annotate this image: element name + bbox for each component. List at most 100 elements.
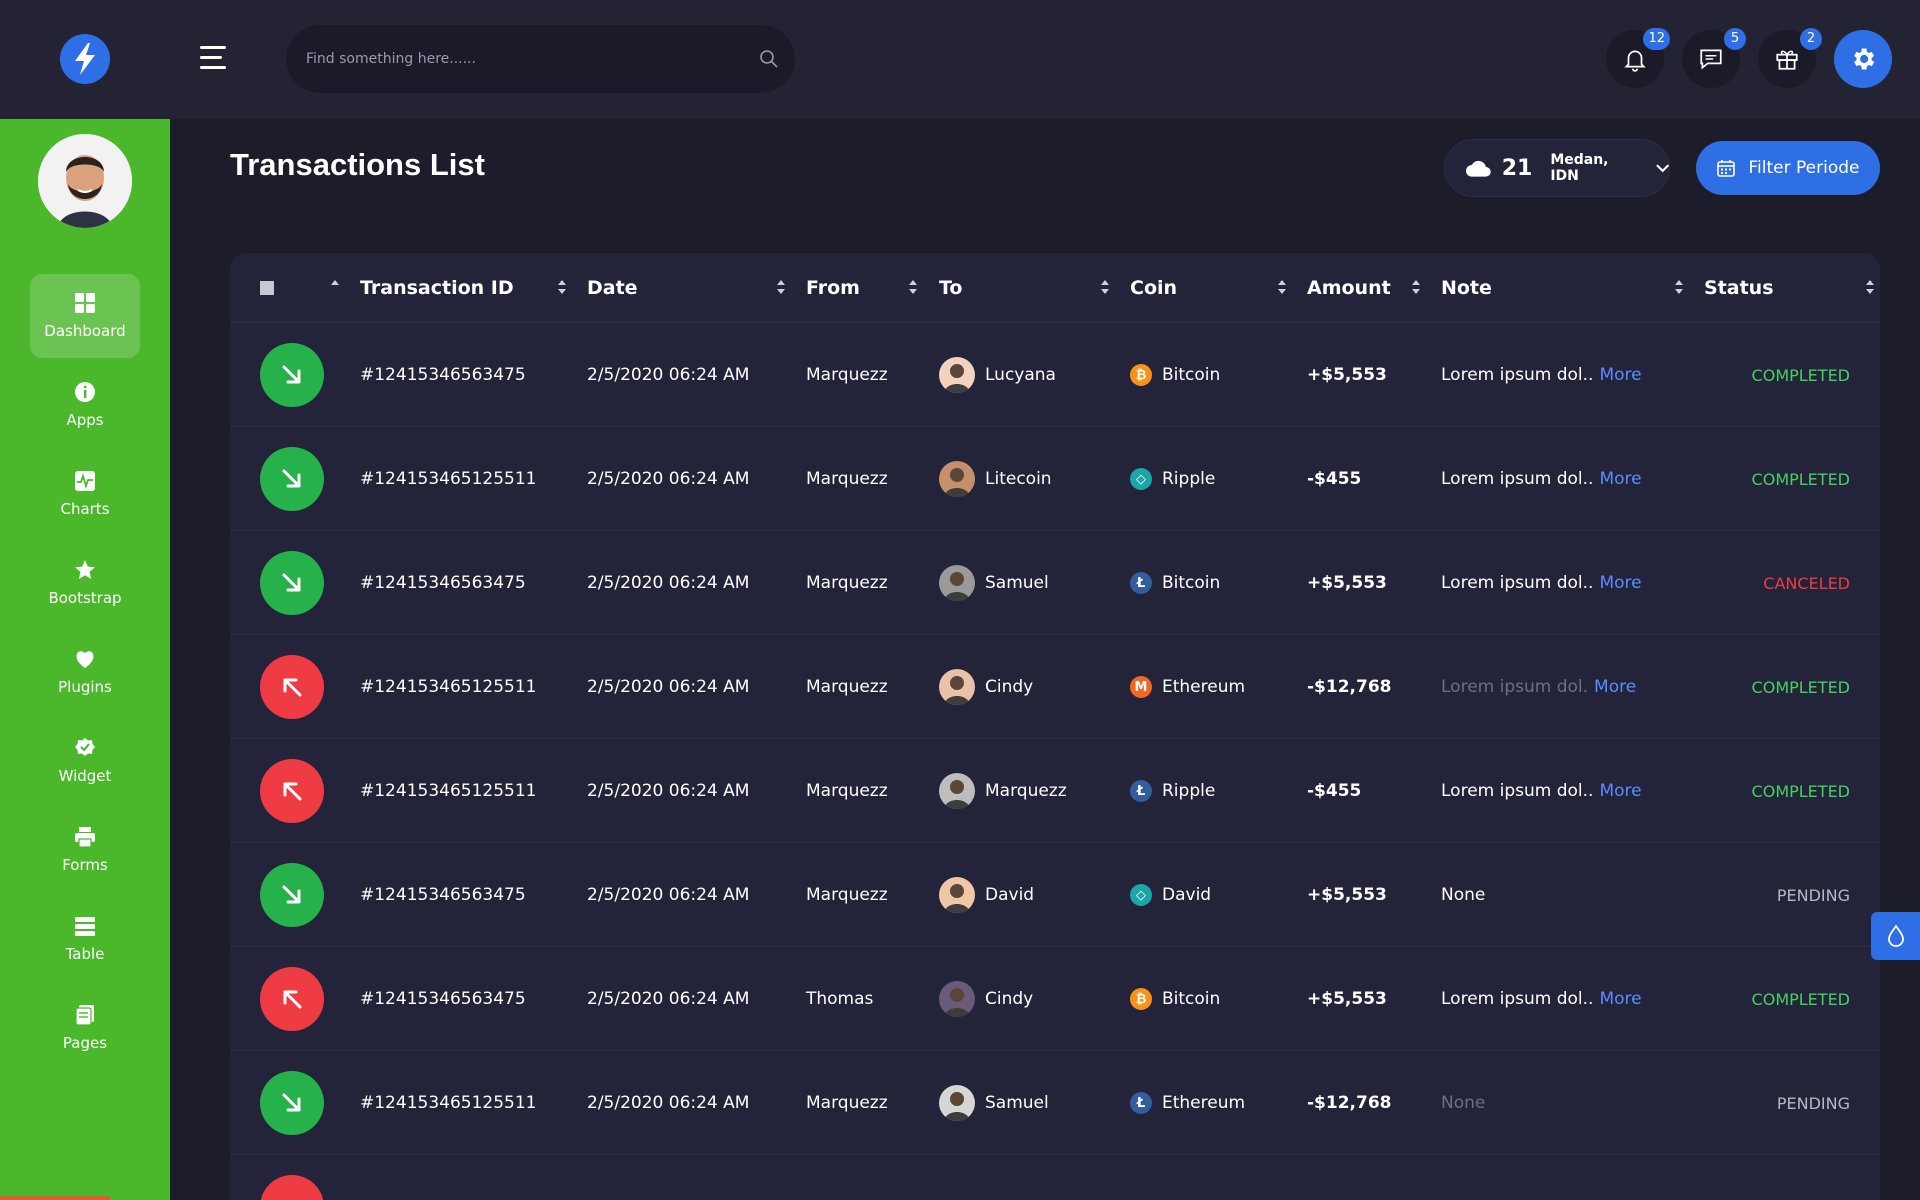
- settings-button[interactable]: [1834, 30, 1892, 88]
- notifications-button[interactable]: 12: [1606, 28, 1670, 88]
- transaction-to: Cindy: [939, 947, 1033, 1051]
- note-text: Lorem ipsum dol..: [1441, 573, 1594, 593]
- coin-icon: ◇: [1130, 884, 1152, 906]
- coin-icon: ₿: [1130, 364, 1152, 386]
- column-header-note[interactable]: Note: [1441, 277, 1492, 299]
- transaction-id: #124153465125511: [360, 1093, 537, 1113]
- sort-icon[interactable]: [908, 278, 918, 296]
- column-header-status[interactable]: Status: [1704, 277, 1774, 299]
- sidebar-item-label: Dashboard: [44, 322, 126, 340]
- user-avatar[interactable]: [38, 134, 132, 228]
- column-header-to[interactable]: To: [939, 277, 963, 299]
- note-more-link[interactable]: More: [1599, 781, 1642, 801]
- note-text: Lorem ipsum dol..: [1441, 781, 1594, 801]
- gifts-button[interactable]: 2: [1758, 28, 1822, 88]
- transaction-coin: Ł Ethereum: [1130, 1051, 1245, 1155]
- table-row[interactable]: #124153465125511 2/5/2020 06:24 AM Marquez…: [230, 1051, 1880, 1155]
- coin-icon: Ł: [1130, 1092, 1152, 1114]
- note-more-link[interactable]: More: [1599, 365, 1642, 385]
- gear-icon: [1854, 48, 1875, 70]
- table-row-partial[interactable]: [230, 1155, 1880, 1200]
- incoming-arrow-icon: [260, 343, 324, 407]
- note-more-link[interactable]: More: [1594, 677, 1637, 697]
- sidebar-item-label: Table: [65, 945, 105, 963]
- transaction-amount: +$5,553: [1307, 365, 1387, 385]
- transaction-from: Marquezz: [806, 885, 888, 905]
- column-header-coin[interactable]: Coin: [1130, 277, 1178, 299]
- select-all-checkbox[interactable]: [260, 281, 274, 295]
- sidebar-item-forms[interactable]: Forms: [30, 808, 140, 892]
- sidebar-item-dashboard[interactable]: Dashboard: [30, 274, 140, 358]
- printer-icon: [75, 827, 95, 848]
- transaction-note: Lorem ipsum dol.. More: [1441, 427, 1642, 531]
- coin-name: Ethereum: [1162, 1093, 1246, 1113]
- sort-icon[interactable]: [1277, 278, 1287, 296]
- transaction-note: None: [1441, 843, 1485, 947]
- transaction-to: Marquezz: [939, 739, 1067, 843]
- sidebar-item-pages[interactable]: Pages: [30, 986, 140, 1070]
- transaction-note: Lorem ipsum dol. More: [1441, 635, 1636, 739]
- sidebar-item-table[interactable]: Table: [30, 897, 140, 981]
- column-header-transaction-id[interactable]: Transaction ID: [360, 277, 514, 299]
- transaction-id: #12415346563475: [360, 365, 526, 385]
- sidebar-item-widget[interactable]: Widget: [30, 719, 140, 803]
- weather-location-dropdown[interactable]: 21 Medan, IDN: [1444, 139, 1670, 197]
- recipient-avatar: [939, 981, 975, 1017]
- chevron-down-icon: [1655, 164, 1669, 173]
- transaction-coin: M Ethereum: [1130, 635, 1245, 739]
- table-row[interactable]: #124153465125511 2/5/2020 06:24 AM Marquez…: [230, 427, 1880, 531]
- note-more-link[interactable]: More: [1599, 573, 1642, 593]
- messages-button[interactable]: 5: [1682, 28, 1746, 88]
- search-icon[interactable]: [759, 49, 779, 69]
- theme-color-button[interactable]: [1871, 912, 1920, 960]
- sort-icon[interactable]: [776, 278, 786, 296]
- transaction-from: Marquezz: [806, 677, 888, 697]
- transaction-id: #124153465125511: [360, 469, 537, 489]
- menu-toggle-button[interactable]: [200, 46, 230, 74]
- transaction-from: Marquezz: [806, 469, 888, 489]
- sidebar-item-label: Forms: [62, 856, 108, 874]
- note-text: None: [1441, 1093, 1486, 1113]
- sidebar-item-plugins[interactable]: Plugins: [30, 630, 140, 714]
- column-header-from[interactable]: From: [806, 277, 860, 299]
- sort-icon[interactable]: [330, 278, 340, 296]
- status-badge: COMPLETED: [1751, 365, 1850, 385]
- transactions-table: Transaction ID Date From To Coin Amount …: [230, 253, 1880, 1200]
- sort-icon[interactable]: [557, 278, 567, 296]
- sort-icon[interactable]: [1674, 278, 1684, 296]
- sidebar-item-charts[interactable]: Charts: [30, 452, 140, 536]
- table-row[interactable]: #12415346563475 2/5/2020 06:24 AM Marquezz…: [230, 323, 1880, 427]
- coin-name: Bitcoin: [1162, 989, 1221, 1009]
- search-input[interactable]: [306, 25, 746, 93]
- transaction-date: 2/5/2020 06:24 AM: [587, 1093, 750, 1113]
- transaction-from: Marquezz: [806, 573, 888, 593]
- badge-check-icon: [75, 738, 95, 756]
- column-header-amount[interactable]: Amount: [1307, 277, 1391, 299]
- sort-icon[interactable]: [1865, 278, 1875, 296]
- recipient-name: Samuel: [985, 1093, 1049, 1113]
- table-row[interactable]: #124153465125511 2/5/2020 06:24 AM Marquez…: [230, 739, 1880, 843]
- sidebar-item-apps[interactable]: Apps: [30, 363, 140, 447]
- sort-icon[interactable]: [1411, 278, 1421, 296]
- transaction-amount: -$12,768: [1307, 677, 1392, 697]
- transaction-amount: -$455: [1307, 469, 1362, 489]
- filter-periode-button[interactable]: Filter Periode: [1696, 141, 1880, 195]
- transaction-from: Marquezz: [806, 1093, 888, 1113]
- table-row[interactable]: #12415346563475 2/5/2020 06:24 AM Thomas Ci…: [230, 947, 1880, 1051]
- table-row[interactable]: #12415346563475 2/5/2020 06:24 AM Marquezz…: [230, 843, 1880, 947]
- table-row[interactable]: #12415346563475 2/5/2020 06:24 AM Marquezz…: [230, 531, 1880, 635]
- note-more-link[interactable]: More: [1599, 469, 1642, 489]
- status-badge: COMPLETED: [1751, 781, 1850, 801]
- sidebar-item-bootstrap[interactable]: Bootstrap: [30, 541, 140, 625]
- sidebar-item-label: Plugins: [58, 678, 112, 696]
- sidebar-item-label: Pages: [62, 1034, 108, 1052]
- sort-icon[interactable]: [1100, 278, 1110, 296]
- transaction-to: Samuel: [939, 1051, 1049, 1155]
- note-more-link[interactable]: More: [1599, 989, 1642, 1009]
- sidebar: Dashboard Apps Charts Bootstrap Plugins …: [0, 119, 170, 1200]
- gift-icon: [1776, 50, 1798, 70]
- app-logo[interactable]: [60, 34, 110, 84]
- table-row[interactable]: #124153465125511 2/5/2020 06:24 AM Marquez…: [230, 635, 1880, 739]
- column-header-date[interactable]: Date: [587, 277, 638, 299]
- note-text: None: [1441, 885, 1486, 905]
